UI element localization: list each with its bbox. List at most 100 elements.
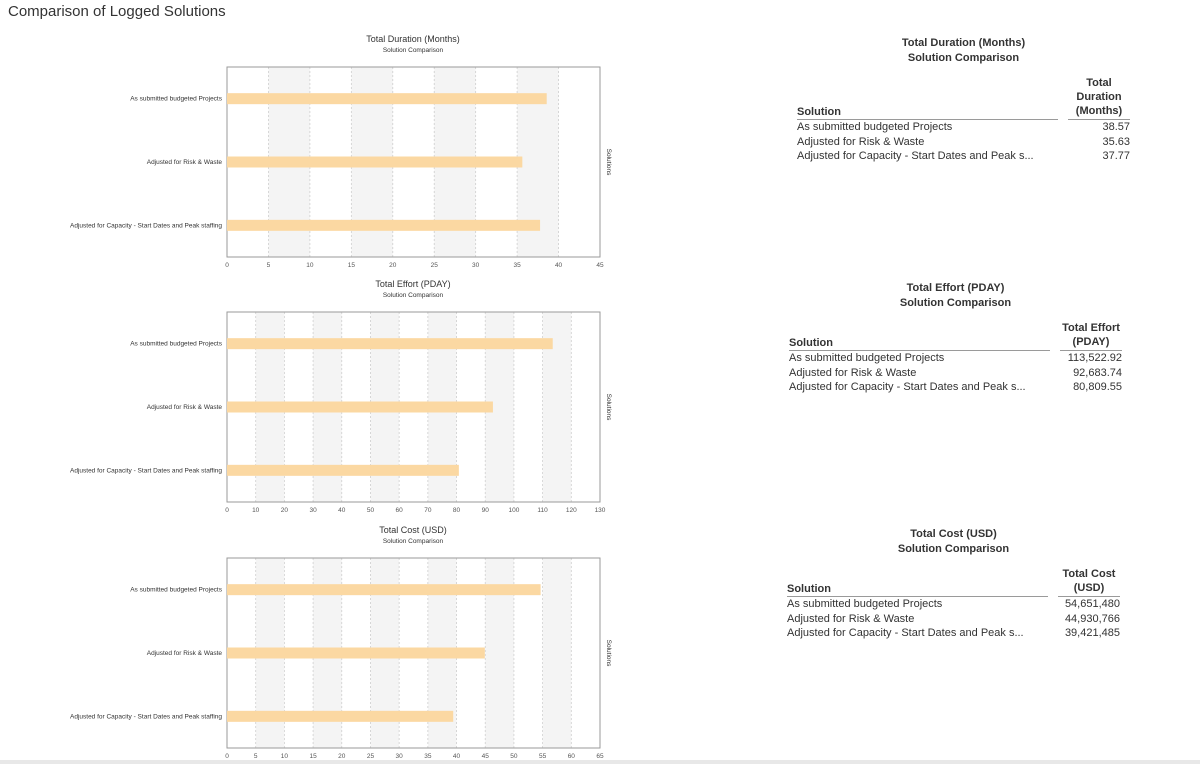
table-title: Total Duration (Months) bbox=[901, 37, 1026, 49]
column-header-solution[interactable]: Solution bbox=[787, 583, 1048, 597]
category-label: Adjusted for Capacity - Start Dates and … bbox=[70, 467, 222, 474]
y-axis-label: Solutions bbox=[605, 640, 612, 667]
table-row[interactable]: As submitted budgeted Projects 113,522.9… bbox=[789, 351, 1122, 366]
table-row[interactable]: Adjusted for Risk & Waste 35.63 bbox=[797, 135, 1130, 150]
category-label: Adjusted for Capacity - Start Dates and … bbox=[70, 222, 222, 229]
row-value: 113,522.92 bbox=[1067, 352, 1122, 364]
bar bbox=[227, 93, 547, 105]
duration-table: Total Duration (Months) Solution Compari… bbox=[797, 36, 1130, 164]
duration-chart: Total Duration (Months) Solution Comparis… bbox=[0, 30, 640, 270]
effort-chart-svg: Total Effort (PDAY) Solution Comparison As… bbox=[70, 279, 612, 514]
tick-label: 0 bbox=[225, 507, 229, 514]
tick-label: 65 bbox=[596, 753, 604, 760]
row-solution: Adjusted for Capacity - Start Dates and … bbox=[789, 381, 1026, 393]
column-header-value[interactable]: Total Duration (Months) bbox=[1068, 76, 1130, 120]
tick-label: 35 bbox=[424, 753, 432, 760]
effort-table: Total Effort (PDAY) Solution Comparison … bbox=[789, 281, 1122, 395]
bar bbox=[227, 584, 541, 596]
category-label: As submitted budgeted Projects bbox=[130, 96, 223, 103]
y-axis-label: Solutions bbox=[605, 149, 612, 176]
category-label: Adjusted for Risk & Waste bbox=[147, 159, 223, 166]
column-header-value[interactable]: Total Effort (PDAY) bbox=[1060, 321, 1122, 351]
row-value: 39,421,485 bbox=[1064, 627, 1120, 639]
row-solution: Adjusted for Risk & Waste bbox=[797, 135, 925, 148]
category-label: Adjusted for Capacity - Start Dates and … bbox=[70, 713, 222, 720]
tick-label: 30 bbox=[309, 507, 317, 514]
table-row[interactable]: Adjusted for Capacity - Start Dates and … bbox=[797, 149, 1130, 164]
row-solution: As submitted budgeted Projects bbox=[787, 598, 943, 610]
tick-label: 25 bbox=[431, 262, 439, 269]
table-title: Total Effort (PDAY) bbox=[906, 282, 1005, 294]
row-value: 80,809.55 bbox=[1073, 381, 1122, 393]
chart-subtitle: Solution Comparison bbox=[383, 47, 444, 54]
table-header: Solution Total Duration (Months) bbox=[797, 76, 1130, 120]
table-subtitle: Solution Comparison bbox=[907, 52, 1020, 64]
chart-title: Total Effort (PDAY) bbox=[375, 279, 450, 289]
page-title: Comparison of Logged Solutions bbox=[8, 3, 226, 20]
category-label: Adjusted for Risk & Waste bbox=[147, 404, 223, 411]
row-value: 44,930,766 bbox=[1064, 612, 1120, 625]
table-row[interactable]: Adjusted for Risk & Waste 92,683.74 bbox=[789, 366, 1122, 381]
row-solution: As submitted budgeted Projects bbox=[789, 352, 945, 364]
table-row[interactable]: Adjusted for Capacity - Start Dates and … bbox=[787, 626, 1120, 641]
row-value: 37.77 bbox=[1102, 150, 1130, 162]
tick-label: 45 bbox=[596, 262, 604, 269]
tick-label: 35 bbox=[513, 262, 521, 269]
bar bbox=[227, 710, 454, 722]
y-axis-label: Solutions bbox=[605, 394, 612, 421]
tick-label: 20 bbox=[389, 262, 397, 269]
tick-label: 5 bbox=[267, 262, 271, 269]
tick-label: 110 bbox=[537, 507, 548, 514]
cost-table: Total Cost (USD) Solution Comparison Sol… bbox=[787, 527, 1120, 641]
row-solution: Adjusted for Capacity - Start Dates and … bbox=[787, 627, 1024, 639]
tick-label: 10 bbox=[281, 753, 289, 760]
category-label: Adjusted for Risk & Waste bbox=[147, 650, 223, 657]
tick-label: 15 bbox=[309, 753, 317, 760]
tick-label: 20 bbox=[338, 753, 346, 760]
bar bbox=[227, 338, 553, 350]
cost-chart-svg: Total Cost (USD) Solution Comparison As su… bbox=[70, 525, 612, 760]
tick-label: 120 bbox=[566, 507, 577, 514]
tick-label: 20 bbox=[281, 507, 289, 514]
row-solution: As submitted budgeted Projects bbox=[797, 121, 953, 133]
column-header-solution[interactable]: Solution bbox=[797, 106, 1058, 120]
table-subtitle: Solution Comparison bbox=[899, 297, 1012, 309]
row-solution: Adjusted for Risk & Waste bbox=[787, 612, 915, 625]
tick-label: 45 bbox=[482, 753, 490, 760]
tick-label: 100 bbox=[508, 507, 519, 514]
grid-band bbox=[542, 558, 572, 748]
tick-label: 25 bbox=[367, 753, 375, 760]
chart-title: Total Duration (Months) bbox=[366, 34, 460, 44]
effort-chart: Total Effort (PDAY) Solution Comparison As… bbox=[0, 275, 640, 515]
tick-label: 55 bbox=[539, 753, 547, 760]
column-header-value[interactable]: Total Cost (USD) bbox=[1058, 567, 1120, 597]
row-solution: Adjusted for Risk & Waste bbox=[789, 366, 917, 379]
tick-label: 40 bbox=[555, 262, 563, 269]
tick-label: 60 bbox=[568, 753, 576, 760]
bar bbox=[227, 219, 541, 231]
bar bbox=[227, 647, 485, 659]
chart-subtitle: Solution Comparison bbox=[383, 538, 444, 545]
table-subtitle: Solution Comparison bbox=[897, 543, 1010, 555]
table-row[interactable]: Adjusted for Capacity - Start Dates and … bbox=[789, 380, 1122, 395]
tick-label: 30 bbox=[472, 262, 480, 269]
tick-label: 80 bbox=[453, 507, 461, 514]
tick-label: 50 bbox=[510, 753, 518, 760]
table-row[interactable]: As submitted budgeted Projects 38.57 bbox=[797, 120, 1130, 135]
row-value: 92,683.74 bbox=[1073, 366, 1122, 379]
bottom-scrollbar[interactable] bbox=[0, 760, 1200, 764]
duration-chart-svg: Total Duration (Months) Solution Comparis… bbox=[70, 34, 612, 269]
category-label: As submitted budgeted Projects bbox=[130, 341, 223, 348]
table-row[interactable]: As submitted budgeted Projects 54,651,48… bbox=[787, 597, 1120, 612]
column-header-solution[interactable]: Solution bbox=[789, 337, 1050, 351]
table-header: Solution Total Cost (USD) bbox=[787, 567, 1120, 597]
table-row[interactable]: Adjusted for Risk & Waste 44,930,766 bbox=[787, 612, 1120, 627]
tick-label: 0 bbox=[225, 753, 229, 760]
row-value: 38.57 bbox=[1102, 121, 1130, 133]
tick-label: 5 bbox=[254, 753, 258, 760]
tick-label: 40 bbox=[453, 753, 461, 760]
bar bbox=[227, 401, 493, 413]
tick-label: 50 bbox=[367, 507, 375, 514]
tick-label: 70 bbox=[424, 507, 432, 514]
tick-label: 15 bbox=[348, 262, 356, 269]
